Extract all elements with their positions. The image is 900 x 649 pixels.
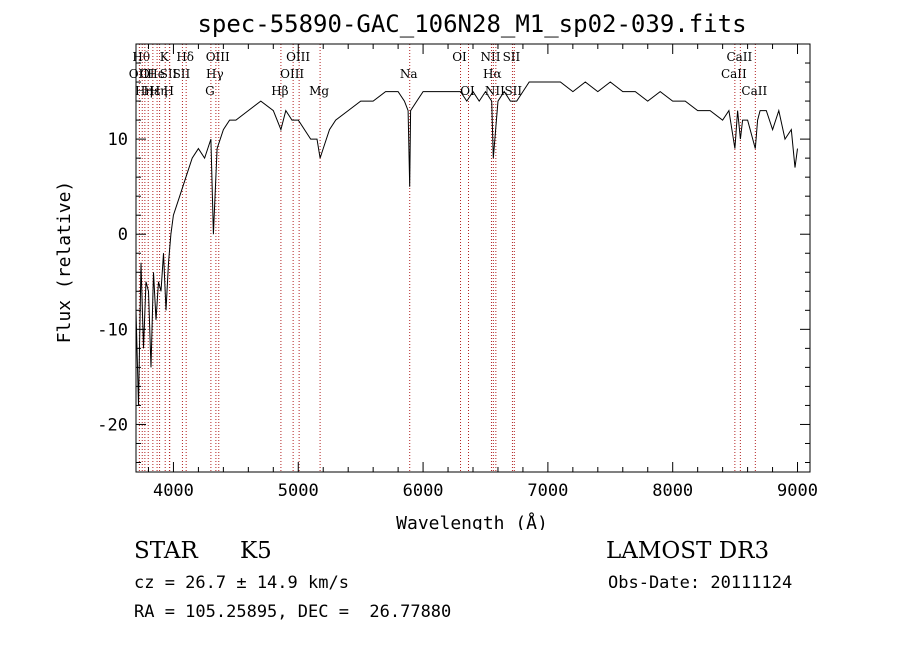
spectral-line-label: SII: [173, 67, 191, 81]
chart-title: spec-55890-GAC_106N28_M1_sp02-039.fits: [197, 10, 746, 38]
spectral-line-label: Hε: [144, 84, 161, 98]
spectral-subclass: K5: [240, 538, 272, 564]
spectral-line-label: OIII: [286, 50, 310, 64]
y-axis-label: Flux (relative): [54, 181, 75, 344]
spectral-line-label: Hα: [483, 67, 502, 81]
spectral-line-label: Mg: [309, 84, 329, 98]
y-tick-label: -20: [97, 415, 128, 435]
spectral-line-label: OI: [452, 50, 467, 64]
spectral-line-label: Na: [400, 67, 418, 81]
x-tick-label: 8000: [652, 481, 693, 501]
survey-name: LAMOST DR3: [606, 538, 770, 564]
obs-date: Obs-Date: 20111124: [608, 573, 793, 593]
spectral-line-label: OII: [129, 67, 149, 81]
spectral-line-label: OIII: [206, 50, 230, 64]
spectral-line-label: K: [160, 50, 170, 64]
spectral-line-label: NII: [480, 50, 500, 64]
x-tick-label: 9000: [777, 481, 818, 501]
x-tick-label: 6000: [403, 481, 444, 501]
spectral-line-label: SII: [504, 84, 522, 98]
coordinates: RA = 105.25895, DEC = 26.77880: [134, 602, 452, 622]
object-class: STAR: [134, 538, 198, 564]
spectral-line-label: SII: [160, 67, 178, 81]
spectral-line-label: CaII: [721, 67, 747, 81]
spectral-line-label: CaII: [726, 50, 752, 64]
spectral-line-label: Hθ: [132, 50, 150, 64]
spectrum-chart: spec-55890-GAC_106N28_M1_sp02-039.fits O…: [54, 10, 818, 530]
spectral-line-label: Hδ: [176, 50, 194, 64]
x-tick-label: 5000: [278, 481, 319, 501]
spectral-line-label: NII: [485, 84, 505, 98]
spectral-line-label: CaII: [741, 84, 767, 98]
plot-frame: [135, 43, 811, 473]
spectral-line-label: H: [163, 84, 173, 98]
spectrum-series-line: [135, 81, 798, 406]
spectral-line-label: OI: [140, 67, 155, 81]
spectral-line-label: OIII: [280, 67, 304, 81]
spectral-line-label: SII: [503, 50, 521, 64]
x-tick-label: 7000: [527, 481, 568, 501]
spectral-line-label: He: [147, 67, 165, 81]
redshift-value: cz = 26.7 ± 14.9 km/s: [134, 573, 349, 593]
y-tick-label: 10: [108, 130, 128, 150]
x-tick-label: 4000: [153, 481, 194, 501]
y-tick-label: 0: [118, 225, 128, 245]
spectral-line-label: Hη: [135, 84, 153, 98]
spectral-line-label: Hη: [150, 84, 168, 98]
spectral-line-label: Hγ: [206, 67, 224, 81]
y-tick-label: -10: [97, 320, 128, 340]
spectral-line-label: Hβ: [271, 84, 288, 98]
spectral-line-label: G: [205, 84, 215, 98]
x-axis-label: Wavelength (Å): [396, 512, 548, 530]
